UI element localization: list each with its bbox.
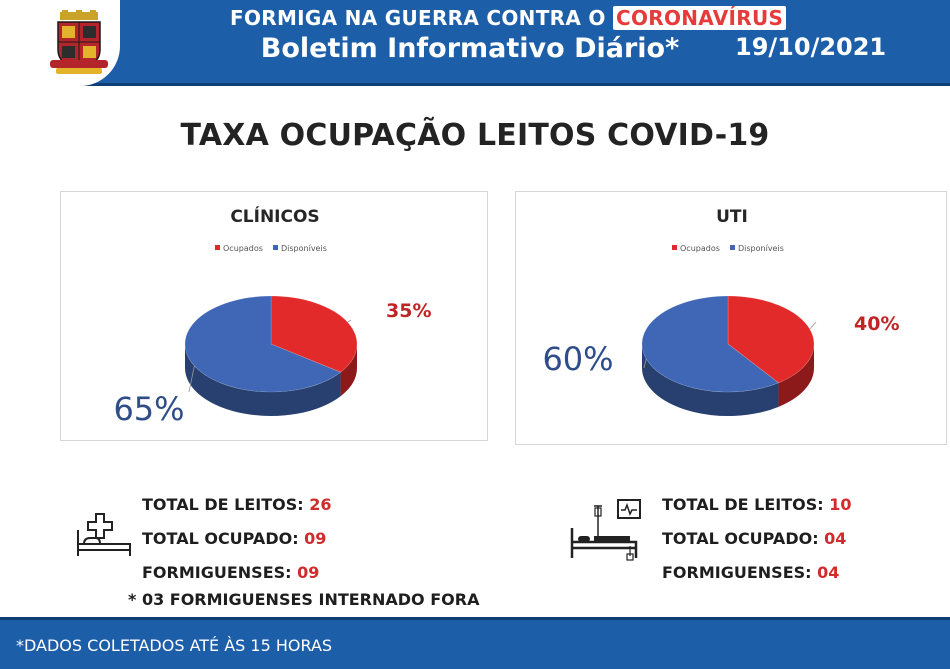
clinicos-local-row: FORMIGUENSES: 09 (142, 563, 331, 597)
uti-local-label: FORMIGUENSES: (662, 563, 812, 582)
pie-side-clinicos-0-0 (340, 344, 357, 397)
footer-text: *DADOS COLETADOS ATÉ ÀS 15 HORAS (16, 636, 333, 655)
header-line1-highlight: CORONAVÍRUS (612, 6, 787, 30)
leader-line-clinicos-0 (347, 319, 352, 323)
clinicos-stats: TOTAL DE LEITOS: 26 TOTAL OCUPADO: 09 FO… (142, 495, 331, 597)
uti-total-label: TOTAL DE LEITOS: (662, 495, 824, 514)
pie-side-uti-0-0 (778, 344, 814, 407)
pie-side-uti-1-0 (642, 344, 779, 416)
uti-stats: TOTAL DE LEITOS: 10 TOTAL OCUPADO: 04 FO… (662, 495, 851, 597)
clinicos-local-label: FORMIGUENSES: (142, 563, 292, 582)
data-label-uti-1: 60% (542, 340, 613, 378)
icu-bed-monitor-icon (570, 499, 641, 561)
clinicos-total-label: TOTAL DE LEITOS: (142, 495, 304, 514)
legend-label-clinicos-1: Disponíveis (281, 244, 327, 253)
header: FORMIGA NA GUERRA CONTRA O CORONAVÍRUS B… (0, 0, 950, 88)
header-line1-prefix: FORMIGA NA GUERRA CONTRA O (230, 6, 606, 30)
data-label-clinicos-0: 35% (386, 300, 431, 322)
header-titles: FORMIGA NA GUERRA CONTRA O CORONAVÍRUS B… (230, 6, 787, 64)
uti-total-row: TOTAL DE LEITOS: 10 (662, 495, 851, 529)
data-label-clinicos-1: 65% (113, 390, 184, 428)
clinicos-occupied-label: TOTAL OCUPADO: (142, 529, 299, 548)
chart-panel-uti: UTI Ocupados Disponíveis 40% 60% (515, 191, 947, 445)
clinicos-total-row: TOTAL DE LEITOS: 26 (142, 495, 331, 529)
header-line1: FORMIGA NA GUERRA CONTRA O CORONAVÍRUS (230, 6, 787, 30)
data-label-uti-0: 40% (854, 313, 899, 335)
chart-panel-clinicos: CLÍNICOS Ocupados Disponíveis 35% 65% (60, 191, 488, 441)
hospital-bed-icon (77, 513, 131, 556)
header-line2: Boletim Informativo Diário* (260, 33, 680, 64)
footer: *DADOS COLETADOS ATÉ ÀS 15 HORAS (0, 617, 950, 669)
pie-chart-clinicos: CLÍNICOS Ocupados Disponíveis 35% 65% (113, 205, 431, 428)
leader-line-clinicos-1 (188, 365, 195, 393)
pie-side-clinicos-1-0 (185, 344, 341, 416)
pie-chart-uti: UTI Ocupados Disponíveis 40% 60% (542, 207, 899, 416)
legend-label-uti-0: Ocupados (680, 244, 720, 253)
clinicos-local-value: 09 (297, 563, 320, 582)
legend-label-clinicos-0: Ocupados (223, 244, 263, 253)
city-crest-icon (50, 10, 108, 74)
pie-slice-uti-disponiveis (641, 295, 780, 393)
uti-occupied-label: TOTAL OCUPADO: (662, 529, 819, 548)
page-title: TAXA OCUPAÇÃO LEITOS COVID-19 (180, 118, 770, 153)
clinicos-occupied-row: TOTAL OCUPADO: 09 (142, 529, 331, 563)
chart-title-clinicos: CLÍNICOS (230, 205, 319, 227)
pie-slice-clinicos-disponiveis (184, 295, 342, 393)
chart-title-uti: UTI (716, 207, 748, 227)
header-band (0, 0, 950, 86)
external-patients-note: * 03 FORMIGUENSES INTERNADO FORA (128, 590, 480, 609)
legend-label-uti-1: Disponíveis (738, 244, 784, 253)
legend-swatch-clinicos-1 (273, 245, 278, 250)
clinicos-occupied-value: 09 (304, 529, 327, 548)
legend-swatch-clinicos-0 (215, 245, 220, 250)
clinicos-total-value: 26 (309, 495, 332, 514)
legend-swatch-uti-1 (730, 245, 735, 250)
uti-total-value: 10 (829, 495, 852, 514)
pie-slice-clinicos-ocupados (270, 295, 358, 373)
legend-swatch-uti-0 (672, 245, 677, 250)
leader-line-uti-1 (643, 358, 647, 369)
header-date: 19/10/2021 (735, 33, 887, 61)
uti-local-row: FORMIGUENSES: 04 (662, 563, 851, 597)
uti-local-value: 04 (817, 563, 840, 582)
uti-occupied-value: 04 (824, 529, 847, 548)
uti-occupied-row: TOTAL OCUPADO: 04 (662, 529, 851, 563)
leader-line-uti-0 (809, 321, 817, 330)
